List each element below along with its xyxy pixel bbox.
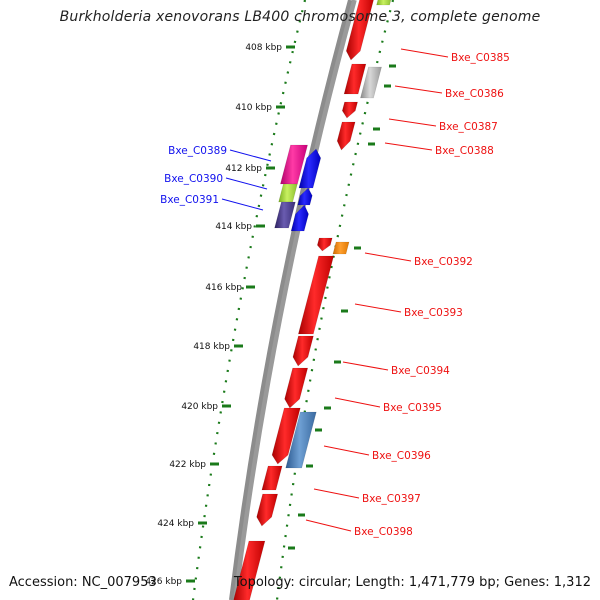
gene-label[interactable]: Bxe_C0398	[354, 526, 413, 538]
gene-label[interactable]: Bxe_C0386	[445, 88, 504, 100]
gene-feature-bxe_c0396b[interactable]	[285, 411, 317, 469]
gene-feature-bxe_c0390b[interactable]	[297, 187, 313, 206]
scale-tick-label: 414 kbp	[215, 222, 252, 232]
gene-feature-bxe_c0390[interactable]	[278, 183, 298, 203]
inner-track-guide	[191, 0, 307, 600]
gene-label[interactable]: Bxe_C0391	[160, 194, 219, 206]
gene-label[interactable]: Bxe_C0393	[404, 307, 463, 319]
genome-summary: Topology: circular; Length: 1,471,779 bp…	[233, 575, 591, 590]
gene-leader-line	[334, 397, 381, 408]
gene-label[interactable]: Bxe_C0385	[451, 52, 510, 64]
gene-leader-line	[342, 361, 389, 371]
gene-label[interactable]: Bxe_C0387	[439, 121, 498, 133]
gene-leader-line	[305, 519, 352, 532]
gene-feature-bxe_c0395[interactable]	[284, 367, 309, 409]
gene-leader-line	[225, 177, 268, 190]
gene-feature-bxe_c0386[interactable]	[360, 66, 382, 99]
scale-tick-label: 418 kbp	[193, 342, 230, 352]
scale-ticks: 408 kbp 410 kbp 412 kbp 414 kbp 416 kbp 418 k…	[145, 43, 396, 587]
gene-feature-bxe_c0397[interactable]	[261, 465, 283, 491]
gene-leader-line	[354, 303, 402, 313]
accession-label: Accession: NC_007953	[9, 575, 157, 590]
scale-tick-label: 410 kbp	[235, 103, 272, 113]
scale-tick-label: 420 kbp	[181, 402, 218, 412]
gene-feature-bxe_c0389b[interactable]	[298, 148, 322, 189]
gene-feature-bxe_c0396[interactable]	[271, 407, 301, 465]
gene-feature-bxe_c0391[interactable]	[274, 201, 296, 229]
gene-leader-line	[323, 445, 370, 456]
scale-tick-label: 422 kbp	[169, 460, 206, 470]
gene-leader-line	[400, 48, 449, 58]
gene-feature-bxe_c0385[interactable]	[345, 0, 374, 61]
gene-feature-bxe_c0398[interactable]	[256, 493, 279, 527]
gene-features	[233, 0, 392, 600]
gene-feature-bxe_c0393[interactable]	[297, 255, 335, 335]
gene-feature-bxe_c0391b[interactable]	[290, 204, 309, 232]
scale-tick-label: 424 kbp	[157, 519, 194, 529]
scale-tick-label: 426 kbp	[145, 577, 182, 587]
gene-feature-bxe_c0392[interactable]	[317, 237, 333, 252]
scale-tick-label: 408 kbp	[245, 43, 282, 53]
gene-label[interactable]: Bxe_C0389	[168, 145, 227, 157]
gene-label[interactable]: Bxe_C0388	[435, 145, 494, 157]
gene-feature-lime-fragment[interactable]	[376, 0, 392, 6]
gene-leader-line	[394, 85, 443, 94]
gene-feature-bxe_c0392b[interactable]	[332, 241, 350, 255]
gene-feature-bxe_c0394[interactable]	[292, 335, 314, 367]
outer-track-guide	[275, 0, 395, 600]
backbone-line	[229, 0, 352, 600]
gene-feature-bxe_c0388[interactable]	[336, 121, 356, 151]
gene-leader-line	[364, 252, 412, 262]
gene-leader-line	[388, 118, 437, 127]
gene-label[interactable]: Bxe_C0396	[372, 450, 431, 462]
gene-feature-bxe_c0399[interactable]	[233, 540, 266, 600]
gene-leader-line	[229, 149, 272, 162]
backbone-shadow	[232, 0, 357, 600]
gene-feature-bxe_c0387[interactable]	[341, 101, 358, 119]
scale-tick-label: 412 kbp	[225, 164, 262, 174]
map-title: Burkholderia xenovorans LB400 chromosome…	[59, 9, 541, 25]
scale-tick-label: 416 kbp	[205, 283, 242, 293]
gene-label[interactable]: Bxe_C0390	[164, 173, 223, 185]
gene-leader-line	[384, 142, 433, 151]
gene-label[interactable]: Bxe_C0395	[383, 402, 442, 414]
gene-label[interactable]: Bxe_C0394	[391, 365, 450, 377]
gene-leader-line	[221, 198, 264, 211]
gene-feature-bxe_c0385b[interactable]	[343, 63, 367, 95]
gene-label[interactable]: Bxe_C0397	[362, 493, 421, 505]
gene-labels: Bxe_C0385 Bxe_C0386 Bxe_C0387 Bxe_C0388 Bxe_…	[160, 48, 510, 538]
gene-label[interactable]: Bxe_C0392	[414, 256, 473, 268]
gene-feature-bxe_c0389[interactable]	[280, 144, 308, 185]
gene-leader-line	[313, 488, 360, 499]
